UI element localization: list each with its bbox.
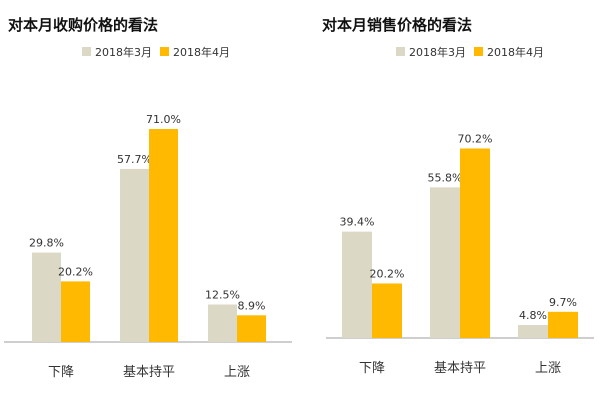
bar xyxy=(342,231,372,338)
data-label: 70.2% xyxy=(458,132,493,145)
data-label: 8.9% xyxy=(238,299,266,312)
legend-label: 2018年4月 xyxy=(173,45,230,59)
chart-title: 对本月收购价格的看法 xyxy=(8,16,158,34)
bar xyxy=(518,325,548,338)
data-label: 71.0% xyxy=(146,113,181,126)
data-label: 20.2% xyxy=(370,267,405,280)
bar xyxy=(548,311,578,338)
bar xyxy=(32,252,61,342)
data-label: 29.8% xyxy=(29,237,64,250)
bar xyxy=(460,148,490,338)
bar xyxy=(430,187,460,338)
category-label: 上涨 xyxy=(535,361,561,376)
purchase-price-chart: 对本月收购价格的看法 2018年3月 2018年4月 29.8% 20.2% 下降 57.7… xyxy=(4,16,292,380)
data-label: 9.7% xyxy=(549,296,577,309)
category-label: 下降 xyxy=(48,365,74,380)
bar xyxy=(372,283,402,338)
sales-price-chart: 对本月销售价格的看法 2018年3月 2018年4月 39.4% 20.2% 下降 55.8… xyxy=(322,16,594,376)
legend-swatch xyxy=(82,47,91,56)
data-label: 12.5% xyxy=(205,289,240,302)
category-label: 基本持平 xyxy=(434,361,486,376)
category-label: 下降 xyxy=(359,361,385,376)
data-label: 55.8% xyxy=(428,171,463,184)
legend-label: 2018年3月 xyxy=(95,45,152,59)
legend-swatch xyxy=(160,47,169,56)
category-label: 上涨 xyxy=(224,365,250,380)
legend-swatch xyxy=(474,47,483,56)
legend-label: 2018年4月 xyxy=(487,45,544,59)
bar xyxy=(149,129,178,342)
bar xyxy=(120,168,149,342)
data-label: 4.8% xyxy=(519,309,547,322)
data-label: 57.7% xyxy=(117,153,152,166)
bar xyxy=(61,281,90,342)
data-label: 20.2% xyxy=(58,265,93,278)
legend-swatch xyxy=(396,47,405,56)
bar xyxy=(208,304,237,342)
bar xyxy=(237,315,266,342)
category-label: 基本持平 xyxy=(123,365,175,380)
data-label: 39.4% xyxy=(340,216,375,229)
legend-label: 2018年3月 xyxy=(409,45,466,59)
chart-title: 对本月销售价格的看法 xyxy=(322,16,472,34)
